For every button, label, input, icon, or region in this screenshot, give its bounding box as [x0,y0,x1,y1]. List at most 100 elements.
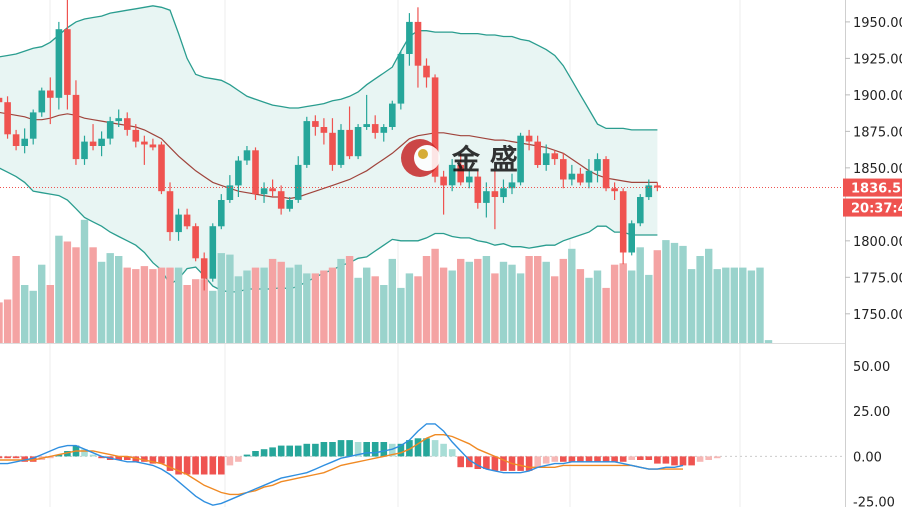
candle-body [560,159,567,180]
volume-bar [226,254,234,344]
price-tick-label: 1775.00 [853,271,902,286]
macd-histogram-bar [397,443,405,457]
candle-body [243,150,251,161]
candle-body [149,144,157,148]
last-price-label: 1836.5 [851,182,901,197]
macd-histogram-bar [260,449,268,457]
macd-histogram-bar [611,456,618,462]
macd-histogram-bar [688,456,695,466]
macd-histogram-bar [269,447,276,457]
volume-bar [482,256,491,343]
candle-body [500,188,507,198]
volume-bar [12,256,20,343]
macd-histogram-bar [12,456,20,459]
macd-line [0,423,684,506]
macd-histogram-bar [406,440,413,457]
volume-bar [345,256,354,343]
volume-bar [439,267,448,343]
candle-body [115,118,122,122]
volume-bar [363,267,371,343]
macd-histogram-bar [577,456,584,462]
macd-histogram-bar [414,438,422,457]
macd-tick-label: -25.00 [853,496,895,507]
macd-histogram-bar [277,445,285,457]
macd-histogram-bar [628,456,635,460]
macd-histogram-bar [491,456,499,471]
candle-body [226,185,234,200]
volume-bar [491,273,499,343]
volume-bars [0,219,773,344]
macd-histogram-bar [98,456,105,459]
macd-histogram-bar [654,456,661,464]
macd-histogram-bar [346,440,353,457]
candle-body [38,90,46,113]
candle-body [124,118,131,130]
macd-histogram-bar [303,443,311,457]
candle-body [457,164,464,183]
macd-histogram-bar [252,451,259,457]
volume-bar [414,276,422,343]
candle-body [354,127,362,157]
candle-body [551,153,559,160]
macd-histogram-bar [141,456,148,462]
macd-histogram-bar [457,456,464,468]
macd-histogram-bar [679,456,687,466]
price-tick-label: 1875.00 [853,125,902,140]
macd-histogram-bar [47,456,54,459]
volume-bar [405,273,414,343]
macd-histogram-bar [29,456,37,462]
volume-bar [380,285,388,343]
volume-bar [97,261,106,343]
candle-body [158,144,165,192]
bollinger-upper [0,5,658,131]
macd-histogram-bar [132,456,140,462]
macd-histogram-bar [218,456,225,475]
candle-body [431,77,439,177]
macd-axis[interactable]: 50.00 25.00 0.00 -25.00 [853,360,895,507]
candle-body [483,191,490,203]
macd-histogram-bar [124,456,131,460]
volume-bar [337,258,345,343]
macd-histogram-bar [696,456,704,462]
macd-histogram-bar [312,443,319,457]
candle-body [269,188,276,192]
volume-bar [747,270,756,343]
volume-bar [670,242,679,343]
candle-body [542,153,550,165]
volume-bar [200,279,208,343]
macd-histogram-bar [4,456,11,459]
macd-histogram-bar [483,456,490,469]
macd-histogram-bar [534,456,541,468]
volume-bar [508,264,516,343]
volume-bar [3,299,12,343]
candle-body [252,150,259,195]
volume-bar [106,253,114,343]
macd-histogram-bar [200,456,208,475]
volume-bar [534,256,542,343]
candle-body [166,191,174,233]
macd-histogram-bar [671,456,678,466]
volume-bar [679,245,687,343]
bollinger-bands [0,5,658,293]
macd-histogram-bar [81,449,88,457]
volume-bar [568,248,576,344]
price-axis[interactable]: 1950.001925.001900.001875.001850.001825.… [845,16,902,323]
macd-tick-label: 0.00 [853,450,882,465]
volume-bar [132,269,140,344]
volume-bar [696,256,704,343]
volume-bar [474,258,482,343]
volume-bar [192,279,200,343]
volume-bar [610,264,619,343]
candle-body [448,164,456,186]
macd-histogram-bar [474,456,482,469]
candle-body [645,185,653,198]
price-tick-label: 1850.00 [853,162,902,177]
volume-bar [320,270,328,343]
macd-histogram-bar [500,456,507,471]
volume-bar [687,269,696,344]
macd-histogram-bar [619,456,627,462]
volume-bar [593,270,602,343]
volume-bar [72,247,80,343]
candle-body [329,132,336,165]
